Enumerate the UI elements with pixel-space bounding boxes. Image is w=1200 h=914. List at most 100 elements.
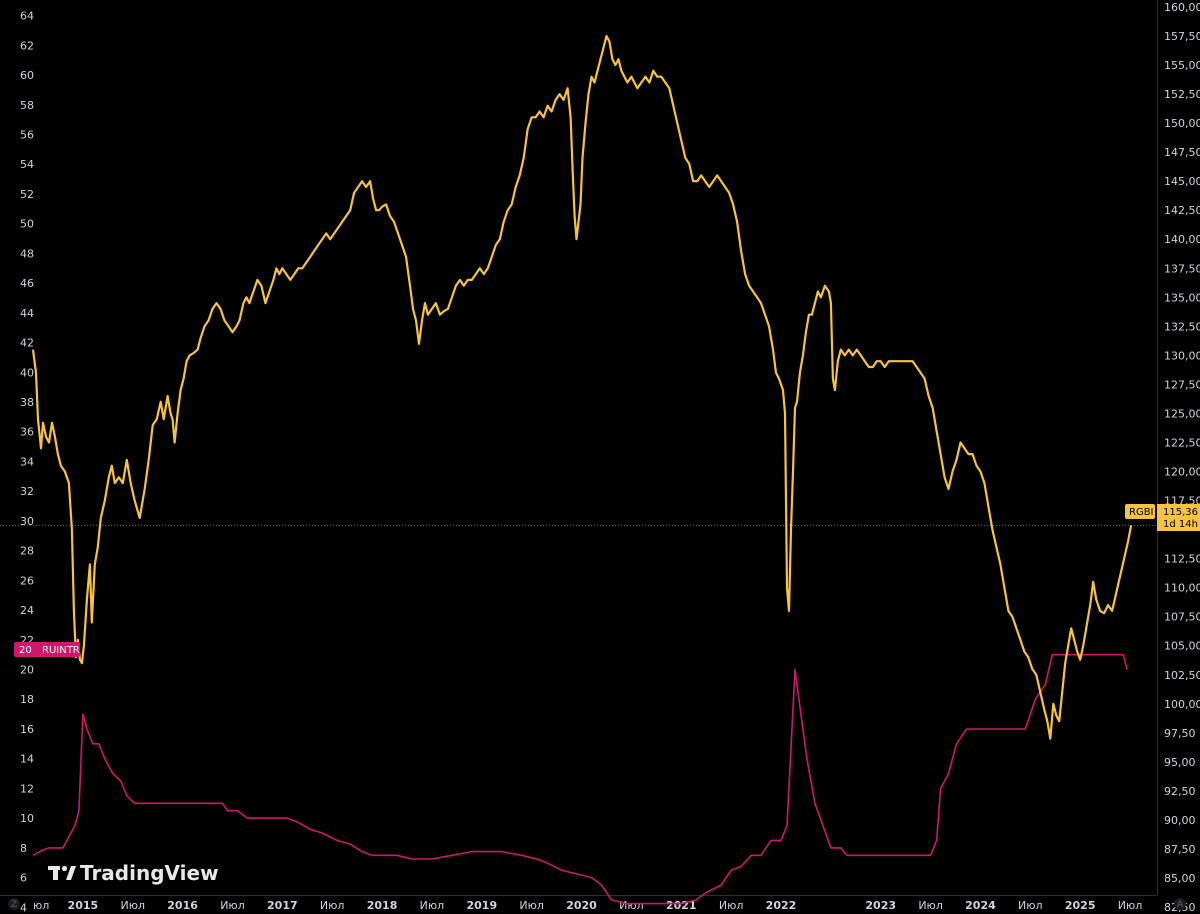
- left-tick-label: 58: [20, 99, 34, 112]
- left-tick-label: 28: [20, 545, 34, 558]
- left-tick-label: 10: [20, 812, 34, 825]
- x-tick-label: 2016: [167, 899, 198, 912]
- right-tick-label: 137,50: [1164, 262, 1200, 275]
- left-tick-label: 12: [20, 782, 34, 795]
- right-tick-label: 152,50: [1164, 88, 1200, 101]
- x-tick-label: 2020: [566, 899, 597, 912]
- tradingview-watermark: TradingView: [48, 861, 219, 885]
- left-tick-label: 14: [20, 753, 34, 766]
- left-tick-label: 52: [20, 188, 34, 201]
- right-tick-label: 110,00: [1164, 582, 1200, 595]
- right-tick-label: 132,50: [1164, 320, 1200, 333]
- right-tick-label: 92,50: [1164, 785, 1196, 798]
- left-tick-label: 36: [20, 426, 34, 439]
- left-tick-label: 50: [20, 218, 34, 231]
- x-tick-label: Июл: [519, 899, 544, 912]
- x-tick-label: Июл: [320, 899, 345, 912]
- x-tick-label: 2015: [68, 899, 99, 912]
- x-tick-label: Июл: [420, 899, 445, 912]
- x-tick-label: Июл: [619, 899, 644, 912]
- ruintr-last-value: 20: [19, 645, 32, 656]
- left-tick-label: 30: [20, 515, 34, 528]
- right-tick-label: 160,00: [1164, 1, 1200, 14]
- x-tick-label: 2017: [267, 899, 298, 912]
- right-tick-label: 105,00: [1164, 640, 1200, 653]
- x-tick-label: Июл: [719, 899, 744, 912]
- left-tick-label: 38: [20, 396, 34, 409]
- ruintr-axis-label: 20 RUINTR: [14, 642, 80, 657]
- right-tick-label: 145,00: [1164, 175, 1200, 188]
- right-tick-label: 157,50: [1164, 30, 1200, 43]
- right-price-axis: 82,5085,0087,5090,0092,5095,0097,50100,0…: [1164, 1, 1200, 914]
- left-tick-label: 18: [20, 693, 34, 706]
- left-tick-label: 40: [20, 366, 34, 379]
- right-tick-label: 102,50: [1164, 669, 1200, 682]
- right-tick-label: 122,50: [1164, 436, 1200, 449]
- left-tick-label: 34: [20, 455, 34, 468]
- x-tick-label: Июл: [120, 899, 145, 912]
- x-tick-label: юл: [33, 899, 49, 912]
- right-tick-label: 127,50: [1164, 378, 1200, 391]
- rgbi-series-name: RGBI: [1129, 507, 1154, 518]
- x-tick-label: 2024: [965, 899, 996, 912]
- left-tick-label: 48: [20, 247, 34, 260]
- series-line-rgbi: [31, 34, 1133, 740]
- ruintr-series-name: RUINTR: [42, 645, 80, 656]
- right-tick-label: 135,00: [1164, 291, 1200, 304]
- left-tick-label: 8: [20, 842, 27, 855]
- x-tick-label: 2023: [865, 899, 896, 912]
- x-tick-label: 2019: [466, 899, 497, 912]
- tradingview-logo-icon: [48, 865, 76, 880]
- right-tick-label: 155,00: [1164, 59, 1200, 72]
- right-tick-label: 140,00: [1164, 233, 1200, 246]
- left-price-axis: 4681012141618202224262830323436384042444…: [20, 10, 34, 914]
- left-tick-label: 60: [20, 69, 34, 82]
- x-tick-label: Июл: [918, 899, 943, 912]
- scale-mode-button-left[interactable]: Z: [8, 898, 20, 910]
- x-tick-label: 2018: [367, 899, 398, 912]
- left-tick-label: 64: [20, 10, 34, 23]
- left-tick-label: 20: [20, 664, 34, 677]
- left-tick-label: 62: [20, 39, 34, 52]
- x-tick-label: 2025: [1065, 899, 1096, 912]
- right-tick-label: 147,50: [1164, 146, 1200, 159]
- right-tick-label: 125,00: [1164, 407, 1200, 420]
- auto-scale-button[interactable]: A: [1174, 898, 1186, 910]
- rgbi-countdown: 1d 14h: [1163, 519, 1198, 530]
- left-tick-label: 44: [20, 307, 34, 320]
- x-tick-label: Июл: [220, 899, 245, 912]
- right-tick-label: 120,00: [1164, 466, 1200, 479]
- right-tick-label: 87,50: [1164, 843, 1196, 856]
- left-tick-label: 32: [20, 485, 34, 498]
- rgbi-axis-label: RGBI 115,36 1d 14h: [1125, 504, 1200, 531]
- left-tick-label: 24: [20, 604, 34, 617]
- right-tick-label: 142,50: [1164, 204, 1200, 217]
- left-tick-label: 16: [20, 723, 34, 736]
- right-tick-label: 85,00: [1164, 872, 1196, 885]
- right-tick-label: 130,00: [1164, 349, 1200, 362]
- right-tick-label: 95,00: [1164, 756, 1196, 769]
- series-line-ruintr: [32, 653, 1128, 905]
- left-tick-label: 6: [20, 872, 27, 885]
- right-tick-label: 150,00: [1164, 117, 1200, 130]
- left-tick-label: 42: [20, 337, 34, 350]
- left-tick-label: 56: [20, 128, 34, 141]
- x-tick-label: Июл: [1018, 899, 1043, 912]
- corner-right-label: A: [1177, 900, 1184, 910]
- rgbi-last-value: 115,36: [1163, 507, 1198, 518]
- left-tick-label: 4: [20, 901, 27, 914]
- left-tick-label: 26: [20, 574, 34, 587]
- x-tick-label: 2022: [766, 899, 797, 912]
- corner-left-label: Z: [11, 900, 17, 910]
- left-tick-label: 54: [20, 158, 34, 171]
- right-tick-label: 112,50: [1164, 553, 1200, 566]
- left-tick-label: 46: [20, 277, 34, 290]
- time-axis: юл 2015 Июл 2016 Июл 2017 Июл 2018 Июл 2019 Июл 202…: [33, 899, 1142, 912]
- right-tick-label: 97,50: [1164, 727, 1196, 740]
- right-tick-label: 100,00: [1164, 698, 1200, 711]
- right-tick-label: 107,50: [1164, 611, 1200, 624]
- right-tick-label: 90,00: [1164, 814, 1196, 827]
- x-tick-label: Июл: [1118, 899, 1143, 912]
